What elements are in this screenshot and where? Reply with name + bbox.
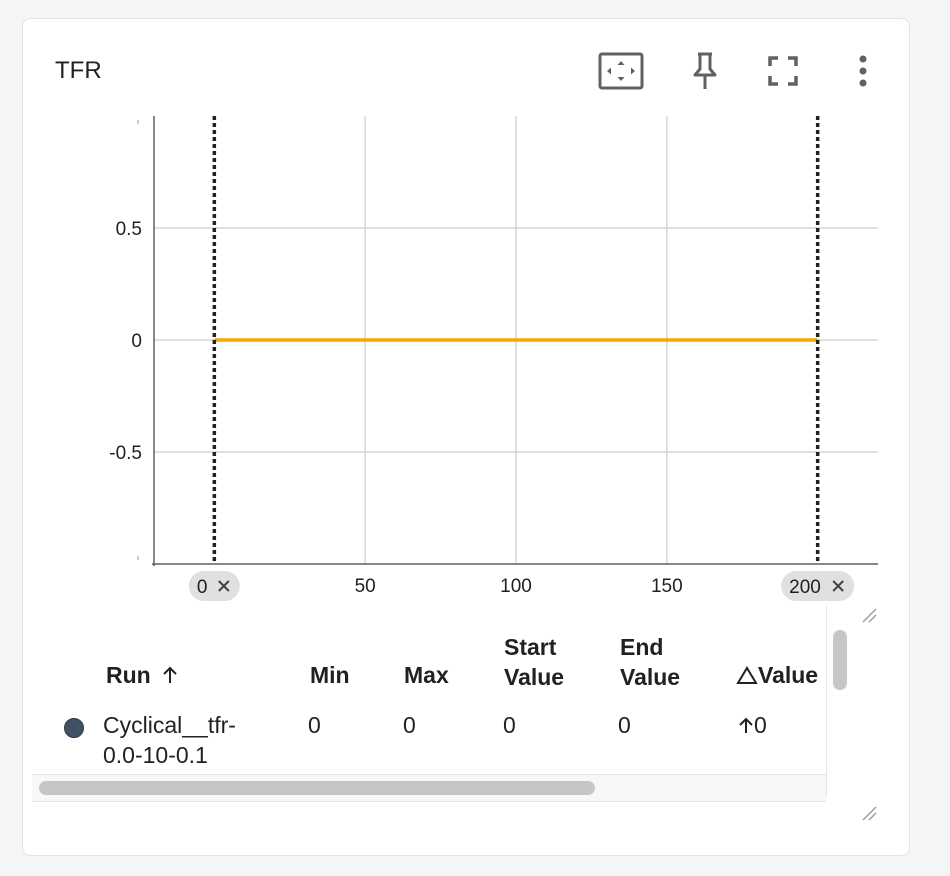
col-header-end-line2: Value <box>620 664 681 690</box>
horizontal-scrollbar-thumb[interactable] <box>39 781 595 795</box>
line-chart[interactable]: 50 100 150 0.5 0 -0.5 0 200 <box>0 0 950 620</box>
y-tick-label: 0 <box>131 331 142 352</box>
step-marker-pill[interactable] <box>781 571 855 601</box>
data-table: Run Min Max Start Value End Value Value … <box>32 606 858 824</box>
horizontal-scrollbar[interactable] <box>32 774 826 802</box>
scalar-card: TFR <box>22 18 910 856</box>
run-color-swatch <box>64 718 84 738</box>
fit-domain-button[interactable] <box>597 49 645 93</box>
vertical-scrollbar[interactable] <box>826 606 855 796</box>
arrow-up-icon <box>163 666 177 683</box>
col-header-run[interactable]: Run <box>106 660 179 690</box>
close-icon[interactable] <box>218 580 230 592</box>
cell-delta-value: 0 <box>738 710 767 740</box>
run-name-line2: 0.0-10-0.1 <box>103 742 208 768</box>
step-marker-label: 0 <box>197 577 208 598</box>
col-header-delta-label: Value <box>758 662 819 688</box>
arrow-up-small-icon <box>739 717 753 733</box>
fit-to-domain-icon <box>598 52 644 90</box>
col-header-start-line1: Start <box>504 634 557 660</box>
cell-start-value: 0 <box>503 712 516 738</box>
vertical-scrollbar-thumb[interactable] <box>833 630 847 690</box>
y-tick-label: 0.5 <box>116 219 142 240</box>
col-header-delta-value[interactable]: Value <box>736 660 818 690</box>
col-header-start-value[interactable]: Start Value <box>504 632 564 692</box>
cell-min: 0 <box>308 712 321 738</box>
delta-triangle-icon <box>736 666 758 684</box>
close-icon[interactable] <box>832 580 844 592</box>
x-tick-label: 100 <box>500 576 532 597</box>
x-tick-label: 50 <box>355 576 376 597</box>
y-tick-label: -0.5 <box>109 443 142 464</box>
more-vert-icon <box>859 55 867 87</box>
step-marker-label: 200 <box>789 577 821 598</box>
run-name-line1: Cyclical__tfr- <box>103 712 236 738</box>
col-header-end-line1: End <box>620 634 664 660</box>
table-row-run: Cyclical__tfr- 0.0-10-0.1 <box>103 710 236 770</box>
cell-end-value: 0 <box>618 712 631 738</box>
col-header-end-value[interactable]: End Value <box>620 632 680 692</box>
cell-delta-text: 0 <box>754 712 767 738</box>
card-title: TFR <box>55 57 102 84</box>
more-options-button[interactable] <box>839 49 887 93</box>
resize-corner-icon[interactable] <box>860 804 878 822</box>
col-header-max[interactable]: Max <box>404 662 449 688</box>
col-header-run-label: Run <box>106 662 151 688</box>
col-header-start-line2: Value <box>504 664 565 690</box>
fullscreen-button[interactable] <box>759 49 807 93</box>
resize-handle-icon[interactable] <box>860 606 878 624</box>
col-header-min[interactable]: Min <box>310 662 350 688</box>
x-tick-label: 150 <box>651 576 683 597</box>
cell-max: 0 <box>403 712 416 738</box>
pin-button[interactable] <box>681 49 729 93</box>
pin-icon <box>693 52 717 89</box>
fullscreen-icon <box>768 56 798 86</box>
step-marker-pill[interactable] <box>188 571 240 601</box>
